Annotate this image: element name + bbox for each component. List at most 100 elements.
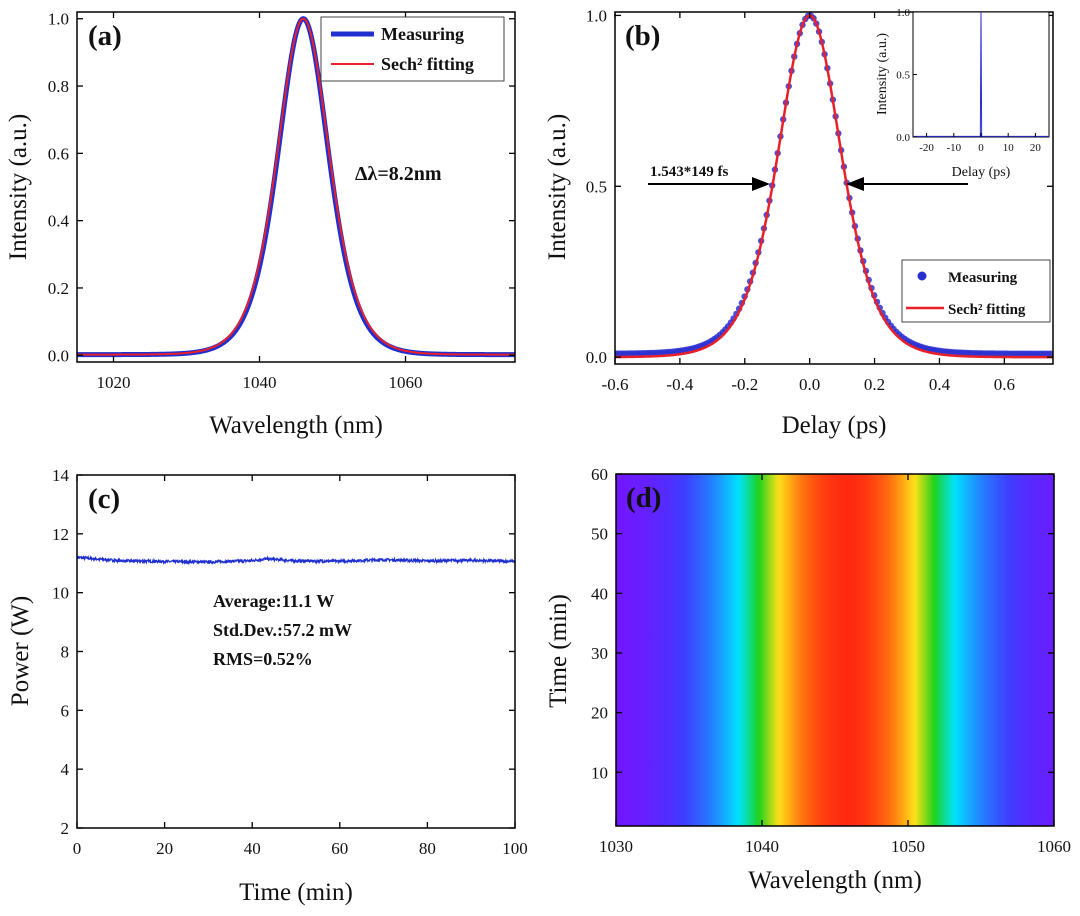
- panel-c-x-tick-label: 80: [419, 839, 436, 858]
- panel-a-fitting-curve: [77, 17, 515, 356]
- panel-b-y-label: Intensity (a.u.): [544, 114, 571, 260]
- panel-b-inset-y-tick-label: 1.0: [896, 7, 910, 19]
- panel-a-y-ticks: 0.0 0.2 0.4 0.6 0.8 1.0: [48, 10, 515, 365]
- panel-c: 0 20 40 60 80 100 2 4 6 8 10 12 14 (c) Average:11.1…: [7, 466, 528, 906]
- panel-d-label: (d): [626, 482, 661, 514]
- panel-b-inset-y-tick-label: 0.5: [896, 70, 910, 82]
- panel-b-label: (b): [625, 20, 660, 52]
- panel-d-y-tick-label: 30: [591, 644, 608, 663]
- panel-d-x-ticks: 1030 1040 1050 1060: [599, 474, 1071, 856]
- panel-a-series: [77, 16, 515, 358]
- panel-b-inset-x-tick-label: 20: [1030, 142, 1042, 154]
- panel-b-fitting-curve: [615, 14, 1053, 359]
- panel-a-x-label: Wavelength (nm): [209, 412, 383, 439]
- panel-d: 1030 1040 1050 1060 10 20 30 40 50 60 (d) Wavele…: [545, 465, 1071, 894]
- panel-c-x-tick-label: 100: [502, 839, 528, 858]
- panel-b-inset: -20 -10 0 10 20 0.0 0.5 1.0 Delay (ps) Intensi…: [875, 7, 1050, 180]
- panel-b-fwhm-annotation: 1.543*149 fs: [648, 164, 968, 191]
- panel-b-left-arrow-head: [752, 177, 770, 191]
- panel-d-x-tick-label: 1060: [1037, 837, 1071, 856]
- panel-b-fwhm-text: 1.543*149 fs: [650, 164, 728, 180]
- panel-c-power-line: [77, 554, 515, 566]
- panel-b-legend: Measuring Sech² fitting: [901, 259, 1051, 323]
- panel-b-frame: [614, 11, 1054, 365]
- panel-b-y-tick-label: 1.0: [586, 6, 607, 25]
- panel-d-y-label: Time (min): [545, 594, 572, 708]
- panel-b-x-tick-label: 0.2: [864, 375, 885, 394]
- panel-b-series: [615, 12, 1053, 359]
- panel-b-x-label: Delay (ps): [782, 412, 887, 439]
- panel-d-y-tick-label: 20: [591, 704, 608, 723]
- panel-c-y-tick-label: 6: [61, 701, 70, 720]
- panel-c-x-tick-label: 60: [331, 839, 348, 858]
- panel-b-x-tick-label: 0.6: [994, 375, 1015, 394]
- panel-c-y-tick-label: 8: [61, 643, 70, 662]
- panel-a-y-tick-label: 0.4: [48, 212, 70, 231]
- panel-a-legend-box: [320, 16, 505, 82]
- panel-c-y-tick-label: 14: [52, 466, 70, 485]
- panel-b: -0.6 -0.4 -0.2 0.0 0.2 0.4 0.6 0.0 0.5 1.0 (b) D…: [544, 6, 1054, 439]
- panel-a-y-tick-label: 0.2: [48, 279, 69, 298]
- panel-b-inset-plot: [913, 12, 1049, 137]
- panel-a-y-tick-label: 0.6: [48, 144, 69, 163]
- panel-c-x-tick-label: 40: [244, 839, 261, 858]
- panel-c-series: [77, 554, 515, 566]
- panel-d-frame: [615, 473, 1055, 827]
- panel-a-y-tick-label: 0.8: [48, 77, 69, 96]
- panel-c-y-tick-label: 2: [61, 819, 70, 838]
- panel-b-x-tick-label: -0.2: [731, 375, 758, 394]
- panel-a: 1020 1040 1060 0.0 0.2 0.4 0.6 0.8 1.0 (a) Δλ=8…: [5, 10, 516, 439]
- panel-a-x-tick-label: 1020: [97, 373, 131, 392]
- panel-b-inset-line: [913, 12, 1049, 137]
- panel-b-y-tick-label: 0.0: [586, 348, 607, 367]
- panel-c-rms: RMS=0.52%: [213, 649, 313, 669]
- panel-b-inset-x-tick-label: 0: [978, 142, 984, 154]
- panel-d-y-tick-label: 10: [591, 763, 608, 782]
- panel-b-inset-x-ticks: -20 -10 0 10 20: [919, 133, 1041, 154]
- panel-c-x-label: Time (min): [239, 879, 353, 906]
- panel-c-label: (c): [88, 483, 120, 515]
- panel-c-y-ticks: 2 4 6 8 10 12 14: [52, 466, 515, 838]
- panel-b-legend-measuring-label: Measuring: [948, 270, 1018, 286]
- panel-a-legend-fitting-label: Sech² fitting: [381, 54, 474, 74]
- panel-d-y-tick-label: 60: [591, 465, 608, 484]
- panel-c-y-tick-label: 12: [52, 525, 69, 544]
- panel-d-x-tick-label: 1050: [891, 837, 925, 856]
- panel-a-legend: Measuring Sech² fitting: [320, 16, 505, 82]
- panel-d-x-label: Wavelength (nm): [748, 867, 922, 894]
- panel-c-x-tick-label: 0: [73, 839, 82, 858]
- panel-c-y-tick-label: 10: [52, 584, 69, 603]
- panel-b-inset-x-tick-label: 10: [1003, 142, 1015, 154]
- panel-b-inset-y-label: Intensity (a.u.): [875, 33, 890, 115]
- panel-a-annotation: Δλ=8.2nm: [355, 163, 442, 185]
- panel-c-x-tick-label: 20: [156, 839, 173, 858]
- panel-c-y-tick-label: 4: [61, 760, 70, 779]
- panel-a-legend-measuring-label: Measuring: [381, 24, 464, 44]
- panel-b-inset-x-tick-label: -20: [919, 142, 934, 154]
- panel-d-x-tick-label: 1030: [599, 837, 633, 856]
- panel-a-label: (a): [88, 20, 122, 52]
- panel-d-y-tick-label: 40: [591, 584, 608, 603]
- panel-b-legend-measuring-swatch: [917, 271, 927, 281]
- panel-b-y-ticks: 0.0 0.5 1.0: [586, 6, 1053, 367]
- panel-b-inset-y-ticks: 0.0 0.5 1.0: [896, 7, 917, 144]
- panel-b-x-tick-label: 0.4: [929, 375, 951, 394]
- panel-c-average: Average:11.1 W: [213, 591, 334, 611]
- panel-b-inset-y-tick-label: 0.0: [896, 132, 910, 144]
- panel-b-x-ticks: -0.6 -0.4 -0.2 0.0 0.2 0.4 0.6: [602, 12, 1015, 394]
- panel-c-x-ticks: 0 20 40 60 80 100: [73, 475, 528, 858]
- panel-a-y-tick-label: 1.0: [48, 10, 69, 29]
- panel-d-y-tick-label: 50: [591, 525, 608, 544]
- panel-b-y-tick-label: 0.5: [586, 177, 607, 196]
- panel-d-x-tick-label: 1040: [745, 837, 779, 856]
- panel-b-x-tick-label: 0.0: [799, 375, 820, 394]
- panel-b-inset-x-label: Delay (ps): [952, 165, 1011, 180]
- panel-a-x-tick-label: 1060: [389, 373, 423, 392]
- panel-b-legend-box: [901, 259, 1051, 323]
- panel-a-y-label: Intensity (a.u.): [5, 114, 32, 260]
- panel-a-x-tick-label: 1040: [243, 373, 277, 392]
- panel-a-frame: [76, 11, 516, 363]
- panel-b-legend-fitting-label: Sech² fitting: [948, 302, 1026, 318]
- panel-d-y-ticks: 10 20 30 40 50 60: [591, 465, 1054, 782]
